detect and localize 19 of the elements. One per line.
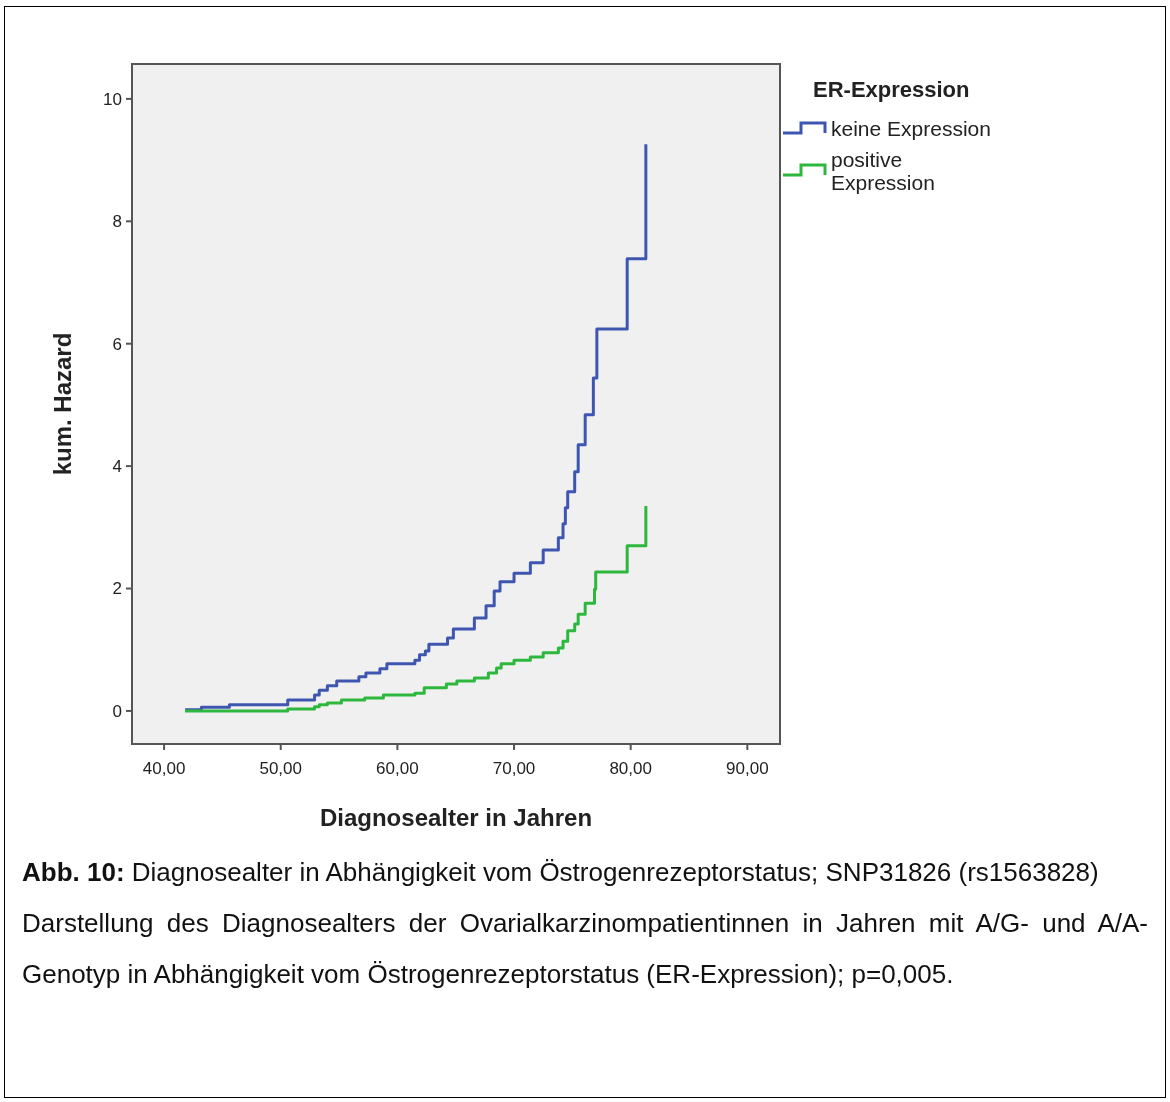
y-tick-label: 2 (112, 579, 122, 599)
y-axis-title: kum. Hazard (49, 332, 76, 476)
x-tick-label: 50,00 (259, 759, 302, 778)
x-axis-title: Diagnosealter in Jahren (319, 804, 593, 831)
x-tick-label: 40,00 (142, 759, 186, 778)
legend-title: ER-Expression (813, 77, 970, 102)
x-tick-label: 80,00 (609, 759, 652, 778)
y-tick-label: 0 (112, 701, 122, 721)
text: Darstellung des Diagnosealters der Ovarialkarzinompatientinnen in Jahren mit A/G- und A/A-Genotyp in Abhängigkeit vom Östrogenrezeptorstatus (ER-Expression); p=0,005. (22, 907, 1148, 991)
x-tick-label: 60,00 (376, 759, 419, 778)
caption: Abb. 10: Diagnosealter in Abhängigkeit vom Östrogenrezeptorstatus; SNP31826 (rs1563828) (22, 856, 1100, 889)
y-tick-label: 4 (112, 457, 122, 477)
x-tick-label: 70,00 (492, 759, 536, 778)
legend-label: positive Expression (831, 147, 935, 194)
x-tick-label: 90,00 (726, 759, 769, 778)
legend-label: keine Expression (831, 117, 991, 141)
y-tick-label: 10 (103, 89, 122, 109)
y-tick-label: 8 (112, 212, 122, 232)
y-tick-label: 6 (112, 334, 122, 354)
